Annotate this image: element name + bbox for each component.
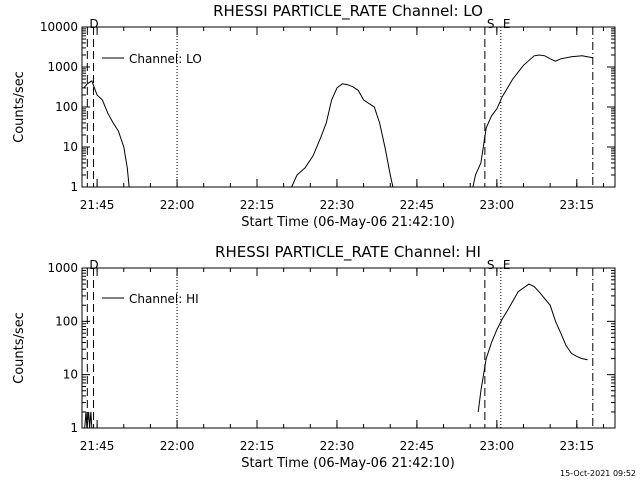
plot-frame [81, 26, 616, 188]
y-axis-label: Counts/sec [12, 71, 27, 143]
x-axis-label: Start Time (06-May-06 21:42:10) [241, 215, 455, 230]
event-marker-label: D [89, 258, 98, 272]
y-tick-label: 100 [55, 314, 78, 328]
series-line [84, 411, 93, 429]
footer-timestamp: 15-Oct-2021 09:52 [560, 469, 636, 478]
y-tick-label: 100 [55, 100, 78, 114]
x-tick-label: 22:30 [320, 439, 355, 453]
event-marker-label: E [503, 258, 511, 272]
y-tick-label: 1000 [47, 60, 78, 74]
x-tick-label: 22:15 [240, 439, 275, 453]
legend-entry: Channel: HI [129, 292, 199, 306]
y-tick-label: 1000 [47, 261, 78, 275]
y-tick-label: 10000 [40, 20, 78, 34]
tick-group: 1 10 100 1000 21:45 22:00 22:15 22:30 22:45 23:00… [47, 261, 615, 453]
chart-title: RHESSI PARTICLE_RATE Channel: HI [215, 243, 481, 262]
series-group [83, 54, 593, 188]
y-axis-label: Counts/sec [12, 312, 27, 384]
x-tick-label: 23:00 [480, 198, 515, 212]
panel-lo: RHESSI PARTICLE_RATE Channel: LO Start T… [12, 2, 616, 230]
panel-hi: RHESSI PARTICLE_RATE Channel: HI Start T… [12, 243, 616, 471]
x-tick-label: 22:00 [160, 439, 195, 453]
x-tick-label: 22:45 [400, 198, 435, 212]
y-tick-label: 10 [63, 368, 78, 382]
x-tick-label: 22:45 [400, 439, 435, 453]
event-marker-label: S [487, 17, 495, 31]
y-tick-label: 10 [63, 140, 78, 154]
legend-entry: Channel: LO [129, 52, 202, 66]
x-tick-label: 22:15 [240, 198, 275, 212]
y-tick-label: 1 [70, 180, 78, 194]
x-tick-label: 21:45 [80, 198, 115, 212]
tick-group: 1 10 100 1000 10000 21:45 22:00 22:15 22:30 22:45… [40, 20, 615, 212]
x-tick-label: 22:00 [160, 198, 195, 212]
series-line [291, 83, 394, 188]
y-tick-label: 1 [70, 421, 78, 435]
series-group [84, 283, 588, 429]
event-marker-label: S [487, 258, 495, 272]
series-line [477, 283, 588, 412]
series-line [83, 80, 130, 188]
chart-title: RHESSI PARTICLE_RATE Channel: LO [213, 2, 483, 21]
x-tick-label: 23:15 [560, 439, 595, 453]
x-axis-label: Start Time (06-May-06 21:42:10) [241, 456, 455, 471]
x-tick-label: 22:30 [320, 198, 355, 212]
event-marker-label: D [89, 17, 98, 31]
plot-frame [81, 267, 616, 429]
x-tick-label: 23:15 [560, 198, 595, 212]
x-tick-label: 21:45 [80, 439, 115, 453]
event-marker-label: E [503, 17, 511, 31]
x-tick-label: 23:00 [480, 439, 515, 453]
series-line [472, 54, 593, 188]
